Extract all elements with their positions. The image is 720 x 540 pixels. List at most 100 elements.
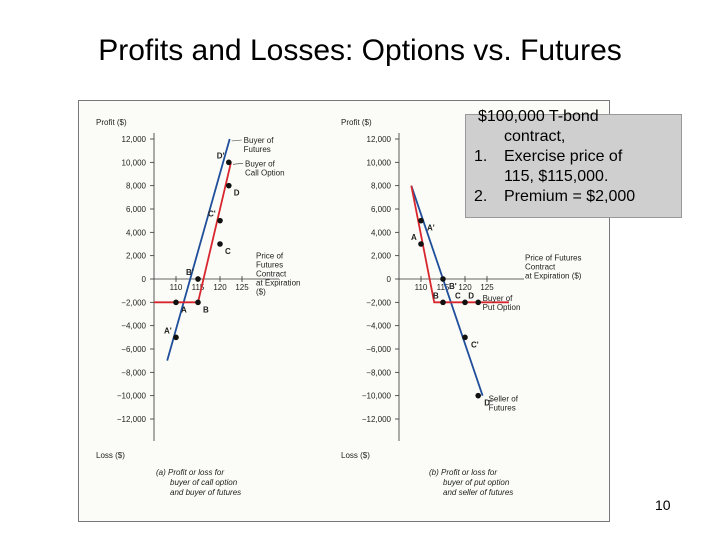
- point-label: A': [427, 224, 435, 233]
- point-label: D': [484, 399, 492, 408]
- y-tick-label: 8,000: [371, 182, 392, 191]
- data-point: [418, 241, 424, 247]
- figure-caption: (a) Profit or loss for: [156, 468, 224, 477]
- point-label: B: [433, 291, 439, 300]
- point-label: C: [225, 247, 231, 256]
- data-point: [440, 299, 446, 306]
- x-tick-label: 115: [192, 283, 205, 292]
- note-line-2: contract,: [504, 128, 566, 145]
- data-point: [462, 334, 468, 341]
- figure-caption: and buyer of futures: [170, 488, 241, 497]
- x-axis-title: at Expiration ($): [525, 272, 582, 281]
- y-tick-label: −8,000: [366, 368, 391, 377]
- y-axis-label-loss: Loss ($): [96, 451, 125, 460]
- y-tick-label: −2,000: [366, 298, 391, 307]
- x-tick-label: 125: [235, 283, 249, 292]
- point-label: A: [181, 305, 187, 314]
- note-item1-number: 1.: [474, 148, 488, 165]
- x-tick-label: 115: [437, 283, 450, 292]
- x-tick-label: 110: [415, 283, 428, 292]
- note-item2-line: Premium = $2,000: [504, 188, 636, 205]
- point-label: D: [234, 189, 240, 198]
- y-axis-label-profit: Profit ($): [341, 118, 372, 127]
- y-tick-label: 10,000: [367, 158, 392, 167]
- options-futures-chart: Profit ($) Loss ($) 12,000 10,000 8,000 6,000…: [96, 118, 582, 497]
- point-label: D: [468, 291, 474, 300]
- note-line-1: $100,000 T-bond: [478, 108, 599, 125]
- y-tick-label: 0: [142, 275, 147, 284]
- x-tick-label: 125: [480, 283, 494, 292]
- series-label: Call Option: [245, 168, 285, 177]
- y-tick-label: 2,000: [126, 252, 147, 261]
- y-axis-label-loss: Loss ($): [341, 451, 370, 460]
- series-label: Buyer of: [244, 136, 275, 145]
- y-tick-label: 4,000: [371, 228, 392, 237]
- y-tick-label: −6,000: [366, 345, 391, 354]
- y-tick-label: 6,000: [126, 205, 147, 214]
- data-point: [217, 217, 223, 224]
- x-axis-title: at Expiration: [256, 279, 300, 288]
- page-number: 10: [655, 497, 671, 513]
- x-axis-title: Price of: [256, 252, 284, 261]
- x-axis-title: Price of Futures: [525, 254, 581, 263]
- point-label: B': [449, 282, 457, 291]
- y-tick-label: 2,000: [371, 252, 392, 261]
- data-point: [475, 299, 482, 306]
- y-tick-label: −6,000: [121, 345, 146, 354]
- point-label: B: [203, 305, 209, 314]
- x-tick-label: 120: [213, 283, 227, 292]
- data-point: [195, 276, 201, 282]
- figure-caption: buyer of put option: [443, 478, 510, 487]
- series-label: Futures: [244, 145, 271, 154]
- point-label: C: [455, 291, 461, 300]
- point-label: C': [471, 340, 479, 349]
- x-axis-title: Futures: [256, 261, 283, 270]
- point-label: B': [186, 268, 194, 277]
- data-point: [217, 241, 223, 247]
- y-tick-label: −2,000: [121, 298, 146, 307]
- figure-caption: buyer of call option: [170, 478, 238, 487]
- data-point: [462, 299, 468, 306]
- y-tick-label: −8,000: [121, 368, 146, 377]
- futures-profit-line: [166, 138, 231, 361]
- point-label: A': [164, 326, 172, 335]
- y-tick-label: 8,000: [126, 182, 147, 191]
- data-point: [440, 276, 446, 282]
- contract-note-box: $100,000 T-bond contract, 1. Exercise pr…: [465, 108, 682, 218]
- point-label: D': [217, 151, 225, 160]
- series-label: Put Option: [483, 303, 521, 312]
- y-tick-label: −4,000: [121, 322, 146, 331]
- series-label: Seller of: [489, 395, 519, 404]
- data-point: [475, 392, 482, 399]
- x-axis-title: Contract: [525, 263, 556, 272]
- note-item1-line-b: 115, $115,000.: [504, 168, 609, 185]
- y-tick-label: 4,000: [126, 228, 147, 237]
- y-tick-label: −10,000: [117, 392, 147, 401]
- annotation-leader: [231, 139, 242, 142]
- x-tick-label: 120: [458, 283, 472, 292]
- x-axis-title: Contract: [256, 270, 287, 279]
- y-tick-label: 12,000: [367, 135, 392, 144]
- y-axis-label-profit: Profit ($): [96, 118, 127, 127]
- y-tick-label: 10,000: [122, 158, 147, 167]
- data-point: [173, 334, 179, 341]
- note-item2-number: 2.: [474, 188, 488, 205]
- y-tick-label: 6,000: [371, 205, 392, 214]
- data-point: [195, 299, 201, 306]
- y-tick-label: 0: [387, 275, 392, 284]
- x-axis-title: ($): [256, 288, 266, 297]
- point-label: A: [411, 233, 417, 242]
- y-tick-label: −12,000: [362, 415, 392, 424]
- series-label: Futures: [489, 404, 516, 413]
- y-tick-label: −4,000: [366, 322, 391, 331]
- x-tick-label: 110: [170, 283, 183, 292]
- data-point: [226, 159, 232, 166]
- y-tick-label: −12,000: [117, 415, 147, 424]
- slide-title: Profits and Losses: Options vs. Futures: [98, 34, 622, 67]
- data-point: [418, 217, 424, 224]
- annotation-leader: [232, 163, 244, 165]
- option-profit-line: [410, 185, 509, 304]
- figure-caption: and seller of futures: [443, 488, 513, 497]
- y-tick-label: −10,000: [362, 392, 392, 401]
- data-point: [226, 182, 232, 189]
